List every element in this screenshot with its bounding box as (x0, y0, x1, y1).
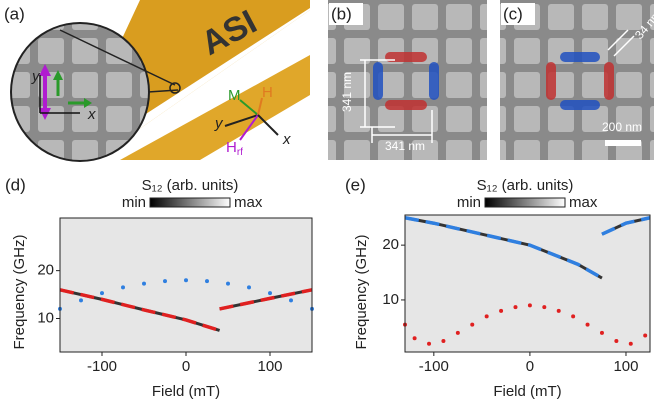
sample-strip (120, 55, 310, 160)
dimension-label: 341 nm (385, 139, 425, 153)
data-point (427, 341, 432, 346)
panel-label: (e) (345, 175, 366, 194)
m-label: M (228, 87, 241, 104)
y-axis-label: Frequency (GHz) (11, 234, 28, 349)
inset-axis-label: x (87, 106, 96, 123)
y-tick-label: 10 (382, 291, 399, 308)
data-point (614, 339, 619, 344)
y-tick-label: 10 (37, 309, 54, 326)
panel-label: (a) (4, 4, 25, 23)
data-point (513, 305, 518, 310)
axis-label: y (214, 115, 224, 132)
colorbar-max: max (234, 194, 263, 211)
data-point (142, 281, 146, 286)
mode-line (59, 288, 221, 333)
x-axis-label: Field (mT) (493, 383, 561, 400)
mode-line (404, 216, 603, 280)
plot-frame (59, 217, 313, 353)
inset-axis-label: y (31, 68, 41, 85)
x-axis-label: Field (mT) (152, 383, 220, 400)
heatmap (405, 215, 650, 352)
data-point (484, 314, 489, 319)
heatmap (60, 218, 312, 352)
x-tick-label: -100 (419, 358, 449, 375)
hrf-label: Hrf (226, 139, 243, 158)
y-tick-label: 20 (37, 262, 54, 279)
data-point (455, 330, 460, 335)
data-point (247, 285, 251, 290)
dimension-label: 341 nm (340, 72, 354, 112)
y-tick-label: 20 (382, 236, 399, 253)
data-point (470, 322, 475, 327)
data-point (628, 341, 633, 346)
panel-label: (c) (503, 4, 523, 23)
data-point (79, 298, 83, 303)
x-tick-label: 100 (613, 358, 638, 375)
colorbar-title: S₁₂ (arb. units) (142, 177, 239, 194)
data-point (184, 278, 188, 283)
h-label: H (262, 84, 273, 101)
data-point (599, 330, 604, 335)
data-point (100, 291, 104, 296)
data-point (163, 279, 167, 284)
mode-line (219, 288, 313, 311)
data-point (268, 291, 272, 296)
data-point (542, 305, 547, 310)
data-point (499, 308, 504, 313)
data-point (226, 281, 230, 286)
data-point (412, 336, 417, 341)
data-point (585, 322, 590, 327)
panel-label: (d) (5, 175, 26, 194)
colorbar (484, 197, 566, 208)
data-point (441, 339, 446, 344)
data-point (643, 333, 648, 338)
x-tick-label: 0 (182, 358, 190, 375)
data-point (205, 279, 209, 284)
colorbar-min: min (457, 194, 481, 211)
panel-label: (b) (331, 4, 352, 23)
data-point (289, 298, 293, 303)
colorbar-max: max (569, 194, 598, 211)
data-point (121, 285, 125, 290)
x-tick-label: 100 (257, 358, 282, 375)
colorbar-title: S₁₂ (arb. units) (477, 177, 574, 194)
x-tick-label: -100 (87, 358, 117, 375)
scale-bar-label: 200 nm (602, 120, 642, 134)
panel-c: 34 nm 200 nm (c) (500, 0, 654, 160)
y-axis-label: Frequency (GHz) (353, 234, 370, 349)
x-tick-label: 0 (526, 358, 534, 375)
axis-label: x (282, 131, 291, 148)
data-point (527, 303, 532, 308)
chart: (d) S₁₂ (arb. units)min max -100 0 100 10 20 Fie… (5, 175, 314, 400)
data-point (556, 308, 561, 313)
plot-frame (404, 214, 651, 353)
data-point (571, 314, 576, 319)
panel-b: 341 nm 341 nm (b) (328, 0, 487, 160)
colorbar-min: min (122, 194, 146, 211)
chart: (e) S₁₂ (arb. units)min max -100 0 100 10 20 Fie… (345, 175, 651, 400)
colorbar (149, 197, 231, 208)
mode-line (601, 216, 651, 236)
panel-a: ASI y x y x M H Hrf (a) (2, 0, 310, 162)
